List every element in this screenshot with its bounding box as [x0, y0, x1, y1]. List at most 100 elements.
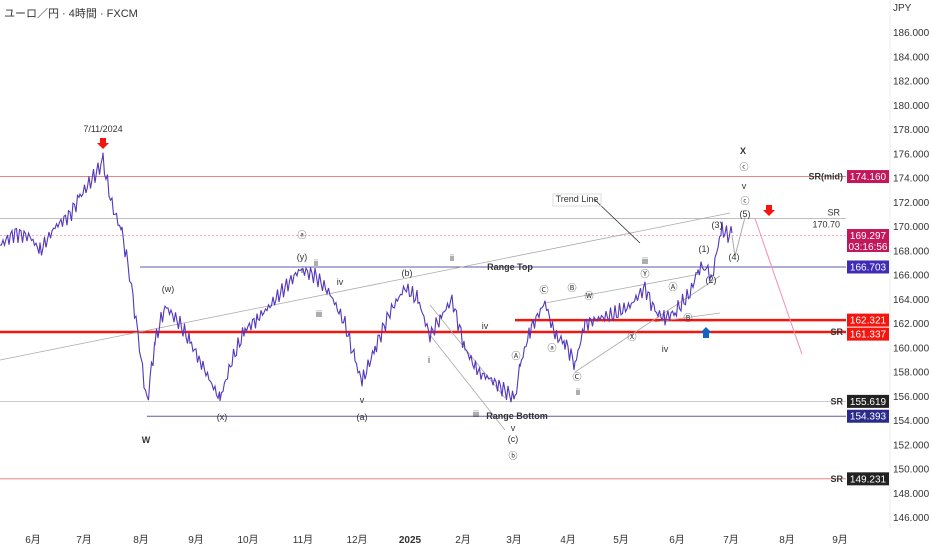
arrow-down-icon [97, 138, 109, 149]
x-tick-label: 8月 [779, 534, 795, 546]
wave-label: ⓒ [739, 162, 748, 172]
y-tick-label: 148.000 [893, 489, 930, 500]
x-tick-label: 10月 [237, 534, 258, 546]
x-tick-label: 5月 [613, 534, 629, 546]
price-badge-value: 149.231 [850, 474, 887, 485]
wave-label: ⓐ [297, 230, 306, 240]
price-series [0, 152, 733, 403]
price-badge-value: 162.321 [850, 316, 887, 327]
price-badge-value: 154.393 [850, 412, 887, 423]
y-tick-label: 146.000 [893, 513, 930, 524]
wave-label: (w) [162, 284, 175, 294]
wave-label: Trend Line [556, 194, 599, 204]
wave-label: ⓐ [547, 343, 556, 353]
wave-label: Ⓒ [539, 285, 548, 295]
x-tick-label: 12月 [346, 534, 367, 546]
currency-label: JPY [893, 3, 912, 14]
wave-label: i [428, 355, 430, 365]
x-tick-label: 6月 [669, 534, 685, 546]
y-tick-label: 164.000 [893, 295, 930, 306]
y-tick-label: 186.000 [893, 28, 930, 39]
wave-label: iv [337, 277, 344, 287]
wave-label: (3) [712, 220, 723, 230]
wave-label: (x) [217, 412, 228, 422]
wave-label: i [301, 265, 303, 275]
level-label: SR [830, 327, 843, 337]
y-tick-label: 158.000 [893, 368, 930, 379]
y-tick-label: 170.000 [893, 222, 930, 233]
price-badge-value: 155.619 [850, 397, 887, 408]
y-tick-label: 172.000 [893, 198, 930, 209]
wave-label: (a) [357, 412, 368, 422]
wave-label: (y) [297, 252, 308, 262]
x-tick-label: 6月 [25, 534, 41, 546]
x-tick-label: 11月 [293, 534, 313, 546]
wave-label: Ⓒ [572, 372, 581, 382]
x-tick-label: 9月 [188, 534, 204, 546]
wave-label: iv [662, 344, 669, 354]
x-tick-label: 7月 [723, 534, 739, 546]
y-tick-label: 178.000 [893, 125, 930, 136]
trend-line [574, 275, 721, 373]
x-tick-label: 3月 [506, 534, 522, 546]
trend-line-pointer [594, 199, 641, 244]
arrow-down-icon [763, 205, 775, 216]
wave-label: (4) [729, 252, 740, 262]
trend-line [0, 212, 731, 361]
chart-title: ユーロ／円 · 4時間 · FXCM [4, 8, 138, 20]
arrow-up-icon [700, 327, 712, 338]
price-badge [847, 472, 889, 486]
y-tick-label: 160.000 [893, 343, 930, 354]
wave-label: Ⓐ [511, 351, 520, 361]
x-tick-label: 2025 [399, 535, 422, 546]
level-label: SR [830, 474, 843, 484]
wave-label: (2) [706, 275, 717, 285]
wave-label: ⓑ [508, 451, 517, 461]
y-tick-label: 166.000 [893, 271, 930, 282]
countdown-timer: 03:16:56 [849, 242, 888, 253]
projection-line [731, 217, 746, 257]
wave-label: Ⓧ [627, 332, 636, 342]
level-label: SR(mid) [809, 172, 844, 182]
x-tick-label: 4月 [560, 534, 576, 546]
y-tick-label: 156.000 [893, 392, 930, 403]
trend-line-box [552, 193, 602, 207]
wave-label: iii [316, 309, 322, 319]
wave-label: Ⓑ [683, 313, 692, 323]
y-tick-label: 168.000 [893, 246, 930, 257]
wave-label: X [740, 146, 746, 156]
x-tick-label: 7月 [76, 534, 92, 546]
price-badge [847, 409, 889, 423]
y-tick-label: 150.000 [893, 465, 930, 476]
level-label: SR [830, 396, 843, 406]
wave-label: iii [642, 256, 648, 266]
price-badge-value: 161.337 [850, 330, 887, 341]
wave-label: iv [482, 321, 489, 331]
y-tick-label: 154.000 [893, 416, 930, 427]
price-badge [847, 327, 889, 341]
projection-down-line [754, 218, 803, 355]
wave-label: 7/11/2024 [83, 124, 122, 134]
wave-label: (5) [740, 209, 751, 219]
y-tick-label: 182.000 [893, 77, 930, 88]
price-badge [847, 170, 889, 184]
wave-label: Ⓨ [640, 269, 649, 279]
price-badge [847, 313, 889, 327]
price-badge-value: 166.703 [850, 262, 887, 273]
wave-label: (b) [402, 268, 413, 278]
x-tick-label: 9月 [832, 534, 848, 546]
wave-label: Ⓑ [567, 283, 576, 293]
price-badge [847, 260, 889, 274]
y-tick-label: 174.000 [893, 174, 930, 185]
price-badge [847, 229, 889, 253]
wave-label: Ⓐ [668, 282, 677, 292]
range-top-label: Range Top [487, 262, 533, 272]
wave-label: Ⓦ [584, 291, 593, 301]
wave-label: ii [314, 258, 318, 268]
y-tick-label: 152.000 [893, 440, 930, 451]
wave-label: ii [450, 253, 454, 263]
x-tick-label: 2月 [455, 534, 471, 546]
trend-line [544, 273, 701, 304]
wave-label: W [142, 435, 151, 445]
